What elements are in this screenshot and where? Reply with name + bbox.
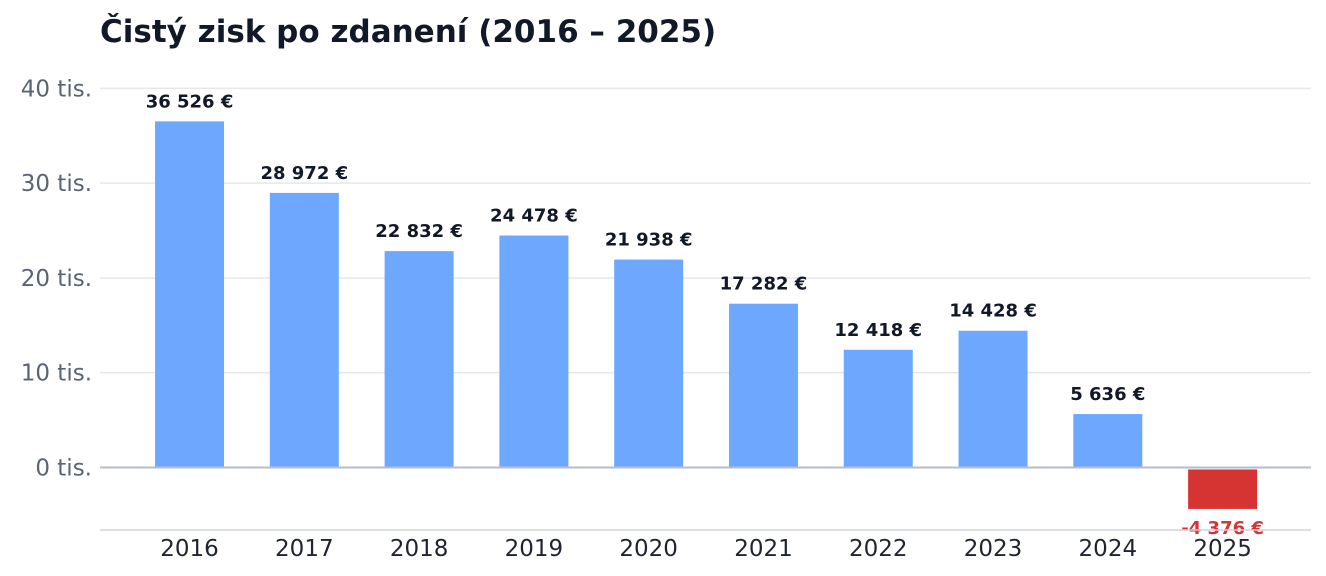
data-label: 5 636 € xyxy=(1070,384,1145,405)
data-labels: 36 526 € 28 972 € 22 832 € 24 478 € 21 938 €… xyxy=(146,91,1264,539)
y-tick-label: 10 tis. xyxy=(21,361,92,387)
x-tick-label: 2018 xyxy=(390,536,449,562)
data-label: 12 418 € xyxy=(834,320,922,341)
bar xyxy=(728,303,798,468)
data-label: -4 376 € xyxy=(1181,518,1264,539)
bar xyxy=(384,251,454,468)
bar xyxy=(1188,469,1258,509)
bar xyxy=(155,121,225,468)
bar xyxy=(614,259,684,468)
x-tick-label: 2022 xyxy=(849,536,908,562)
bar xyxy=(958,330,1028,468)
data-label: 17 282 € xyxy=(720,274,808,295)
x-tick-label: 2019 xyxy=(505,536,564,562)
data-label: 21 938 € xyxy=(605,230,693,251)
bar xyxy=(1073,414,1143,468)
x-tick-label: 2020 xyxy=(619,536,678,562)
x-tick-label: 2023 xyxy=(964,536,1023,562)
data-label: 22 832 € xyxy=(375,221,463,242)
data-label: 28 972 € xyxy=(260,163,348,184)
x-axis-ticks: 2016 2017 2018 2019 2020 2021 2022 2023 2024 2025 xyxy=(160,536,1252,562)
x-tick-label: 2025 xyxy=(1193,536,1252,562)
y-axis-ticks: 0 tis. 10 tis. 20 tis. 30 tis. 40 tis. xyxy=(21,76,92,481)
bar xyxy=(269,192,339,468)
y-tick-label: 20 tis. xyxy=(21,266,92,292)
bar xyxy=(499,235,569,468)
x-tick-label: 2021 xyxy=(734,536,793,562)
data-label: 14 428 € xyxy=(949,301,1037,322)
bars xyxy=(155,121,1258,509)
bar xyxy=(843,349,913,468)
y-tick-label: 40 tis. xyxy=(21,76,92,102)
y-tick-label: 30 tis. xyxy=(21,171,92,197)
data-label: 36 526 € xyxy=(146,91,234,112)
y-tick-label: 0 tis. xyxy=(35,455,92,481)
x-tick-label: 2017 xyxy=(275,536,334,562)
x-tick-label: 2016 xyxy=(160,536,219,562)
chart-title: Čistý zisk po zdanení (2016 – 2025) xyxy=(100,14,717,50)
x-tick-label: 2024 xyxy=(1079,536,1138,562)
data-label: 24 478 € xyxy=(490,206,578,227)
axes xyxy=(100,466,1311,531)
